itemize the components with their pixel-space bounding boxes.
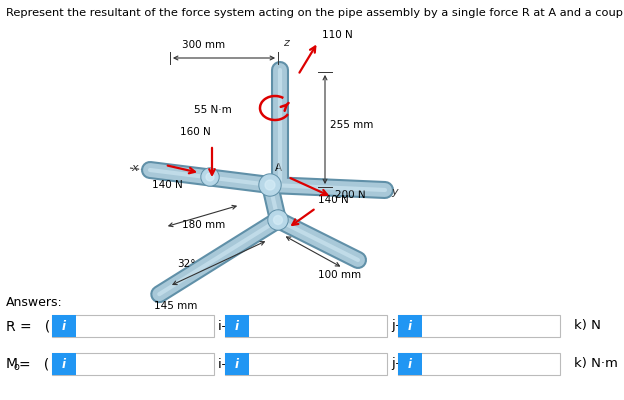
- Text: i: i: [235, 320, 239, 332]
- Text: i: i: [408, 358, 412, 370]
- Text: Represent the resultant of the force system acting on the pipe assembly by a sin: Represent the resultant of the force sys…: [6, 8, 624, 18]
- Circle shape: [201, 168, 219, 186]
- FancyBboxPatch shape: [398, 315, 560, 337]
- FancyBboxPatch shape: [225, 315, 387, 337]
- Text: 300 mm: 300 mm: [182, 40, 225, 50]
- FancyBboxPatch shape: [52, 353, 214, 375]
- Text: 145 mm: 145 mm: [154, 301, 198, 311]
- Circle shape: [268, 210, 288, 230]
- Text: Answers:: Answers:: [6, 296, 63, 309]
- Text: 140 N: 140 N: [318, 195, 349, 205]
- Text: 32°: 32°: [177, 259, 196, 269]
- Circle shape: [260, 175, 280, 195]
- Circle shape: [259, 174, 281, 196]
- Circle shape: [202, 169, 218, 185]
- Text: R =   (: R = (: [6, 319, 51, 333]
- FancyBboxPatch shape: [398, 353, 560, 375]
- Text: x: x: [132, 163, 138, 173]
- Text: o: o: [14, 362, 20, 372]
- Text: 140 N: 140 N: [152, 180, 183, 190]
- Circle shape: [269, 211, 287, 229]
- Text: i: i: [62, 320, 66, 332]
- Text: 200 N: 200 N: [335, 190, 366, 200]
- Text: 160 N: 160 N: [180, 127, 211, 137]
- Text: 110 N: 110 N: [322, 30, 353, 40]
- FancyBboxPatch shape: [225, 353, 387, 375]
- FancyBboxPatch shape: [225, 353, 249, 375]
- Text: z: z: [283, 38, 289, 48]
- Text: i: i: [408, 320, 412, 332]
- FancyBboxPatch shape: [52, 353, 76, 375]
- Circle shape: [273, 216, 283, 224]
- Text: i: i: [62, 358, 66, 370]
- Text: j+: j+: [391, 320, 406, 332]
- Text: A: A: [275, 163, 282, 173]
- FancyBboxPatch shape: [52, 315, 214, 337]
- FancyBboxPatch shape: [398, 353, 422, 375]
- Text: y: y: [391, 187, 397, 197]
- FancyBboxPatch shape: [225, 315, 249, 337]
- Text: =   (: = (: [19, 357, 49, 371]
- FancyBboxPatch shape: [52, 315, 76, 337]
- Text: i: i: [235, 358, 239, 370]
- Text: M: M: [6, 357, 18, 371]
- Text: k) N·m: k) N·m: [574, 358, 618, 370]
- Text: j+: j+: [391, 358, 406, 370]
- Text: 255 mm: 255 mm: [330, 120, 373, 130]
- Text: 100 mm: 100 mm: [318, 270, 361, 280]
- FancyBboxPatch shape: [398, 315, 422, 337]
- Text: k) N: k) N: [574, 320, 601, 332]
- Circle shape: [206, 173, 214, 181]
- Circle shape: [265, 180, 275, 190]
- Text: i+: i+: [218, 358, 233, 370]
- Text: 180 mm: 180 mm: [182, 220, 225, 230]
- Text: 55 N·m: 55 N·m: [194, 105, 232, 115]
- Text: i+: i+: [218, 320, 233, 332]
